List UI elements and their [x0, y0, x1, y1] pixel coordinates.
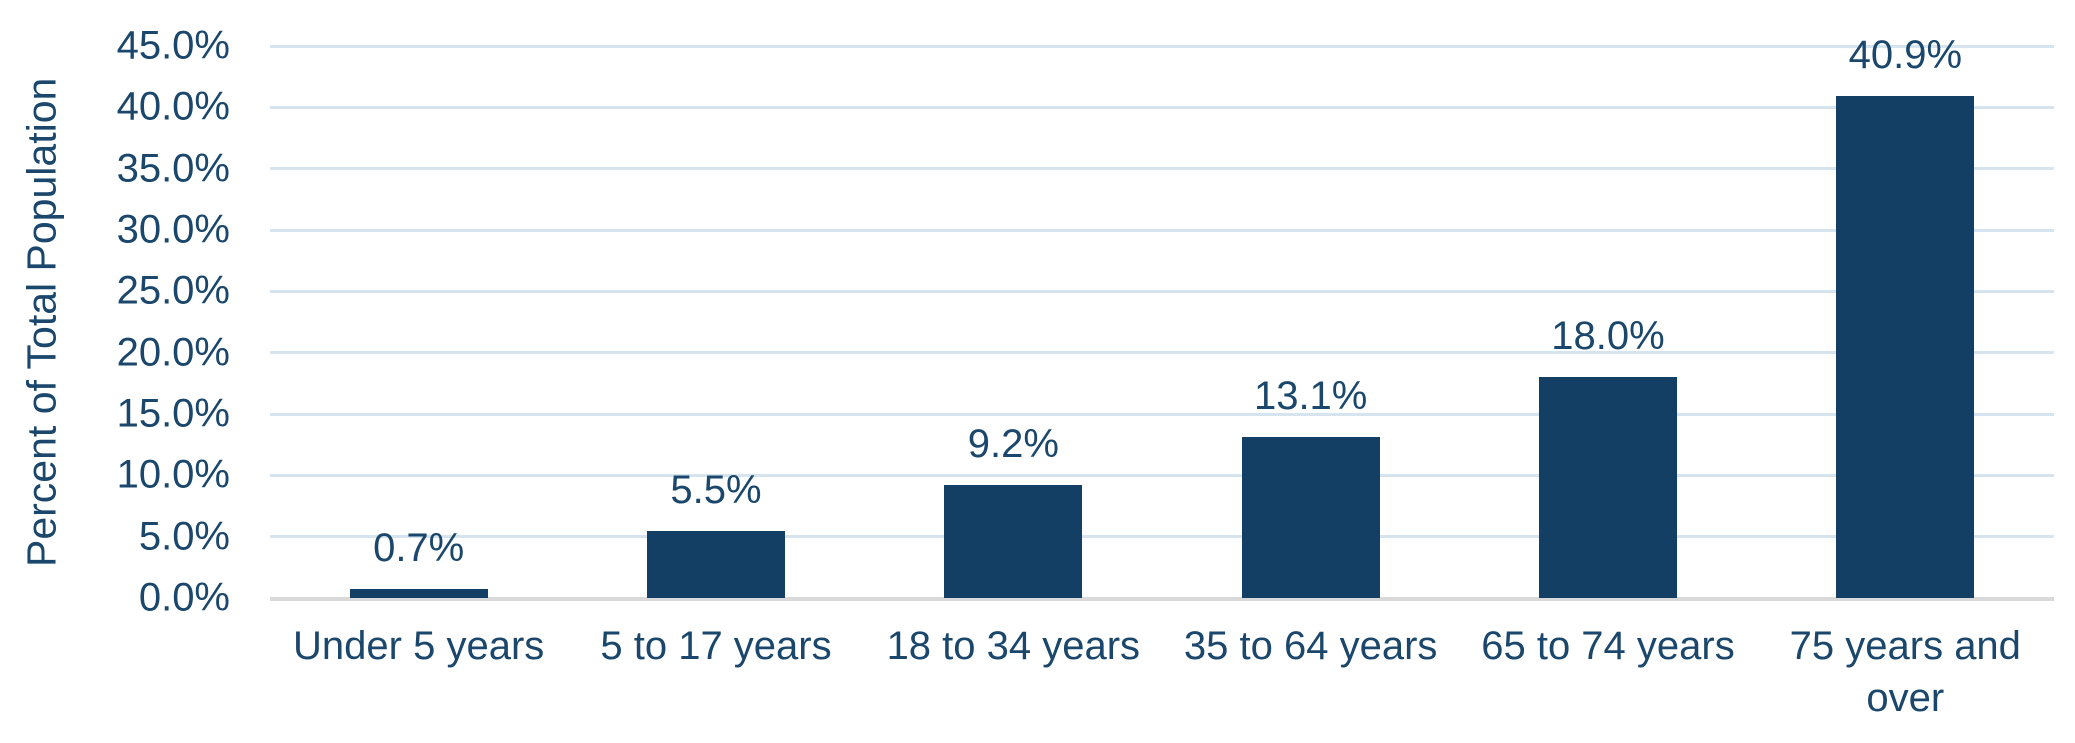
bar	[647, 530, 785, 598]
bar	[1539, 377, 1677, 598]
bar	[349, 589, 488, 598]
x-tick-label: 75 years and over	[1789, 624, 2021, 720]
bar-value-label: 13.1%	[1253, 374, 1368, 419]
y-tick-label: 20.0%	[116, 330, 230, 375]
x-axis-line	[270, 597, 2054, 601]
bar	[1241, 437, 1380, 598]
y-tick-label: 25.0%	[116, 268, 230, 313]
bar-value-label: 18.0%	[1551, 314, 1665, 359]
y-tick-label: 0.0%	[138, 575, 230, 620]
gridline	[270, 473, 2054, 477]
x-tick-label: 65 to 74 years	[1481, 624, 1735, 668]
y-axis: 0.0% 5.0% 10.0% 15.0% 20.0% 25.0% 30.0% 35.0% 40…	[0, 24, 230, 620]
gridline	[270, 167, 2054, 171]
y-tick-label: 30.0%	[116, 207, 230, 252]
gridline	[270, 105, 2054, 109]
x-tick-label: Under 5 years	[293, 624, 545, 668]
x-tick-label: 5 to 17 years	[600, 624, 832, 668]
y-tick-label: 35.0%	[116, 146, 230, 191]
bar-value-label: 40.9%	[1848, 33, 1963, 78]
gridline	[270, 289, 2054, 293]
bar	[1836, 96, 1975, 598]
y-tick-label: 15.0%	[116, 391, 230, 436]
x-tick-label: 18 to 34 years	[886, 624, 1141, 668]
plot-area: 0.7% 5.5% 9.2% 13.1% 18.0% 40.9%	[270, 33, 2054, 601]
y-tick-label: 45.0%	[116, 23, 230, 68]
gridline	[270, 44, 2054, 48]
bar-value-label: 5.5%	[670, 467, 762, 512]
gridline	[270, 228, 2054, 232]
gridline	[270, 412, 2054, 416]
y-tick-label: 40.0%	[116, 84, 230, 129]
bar-value-label: 0.7%	[373, 526, 465, 571]
y-tick-label: 5.0%	[138, 514, 230, 559]
bar	[944, 485, 1083, 598]
bar-value-label: 9.2%	[967, 422, 1059, 467]
gridline	[270, 535, 2054, 539]
y-tick-label: 10.0%	[116, 452, 230, 497]
x-axis: Under 5 years 5 to 17 years 18 to 34 years…	[270, 620, 2054, 724]
gridline	[270, 351, 2054, 355]
x-tick-label: 35 to 64 years	[1183, 624, 1438, 668]
